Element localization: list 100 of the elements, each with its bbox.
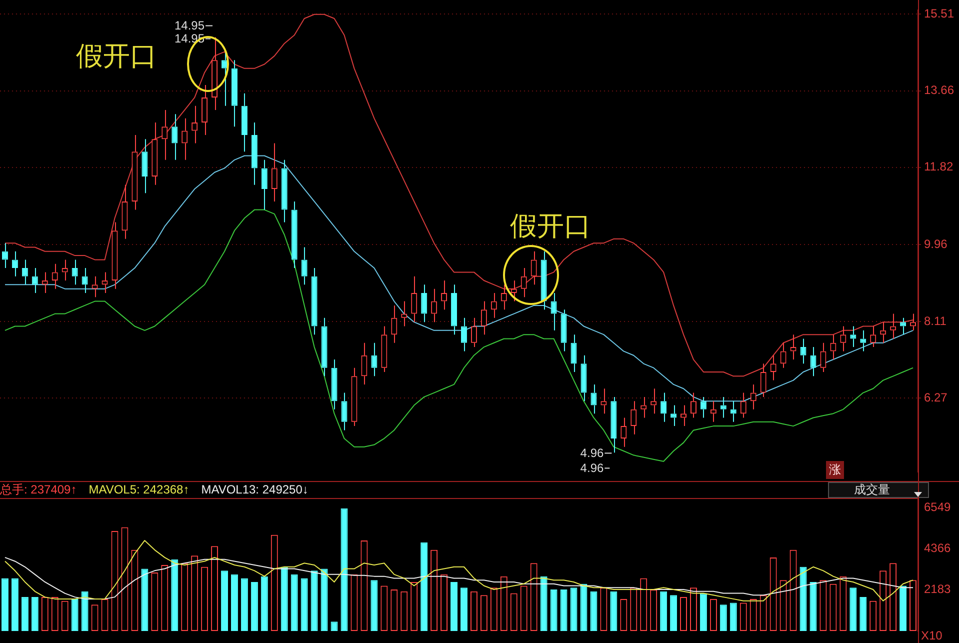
- y-axis-title: X10: [921, 628, 943, 642]
- bar: [310, 570, 318, 631]
- bar: [850, 588, 857, 631]
- candlestick: [321, 317, 328, 377]
- candlestick: [381, 326, 388, 372]
- candlestick: [800, 338, 806, 364]
- annotation: 假开口: [76, 41, 157, 72]
- candlestick: [620, 417, 627, 448]
- bar: [240, 578, 248, 631]
- candlestick: [520, 268, 527, 298]
- candlestick: [281, 159, 288, 223]
- candlestick: [331, 359, 338, 410]
- bar: [171, 559, 178, 631]
- candlestick: [132, 134, 138, 210]
- candlestick: [152, 122, 158, 186]
- bar: [290, 574, 298, 631]
- candlestick: [660, 392, 667, 422]
- text: MAVOL13: 249250↓: [201, 482, 308, 496]
- candlestick: [231, 60, 238, 128]
- y-tick-label: 6.27: [924, 390, 948, 405]
- candlestick: [421, 284, 428, 323]
- candlestick: [391, 304, 398, 344]
- bar: [370, 580, 378, 631]
- text: MAVOL5: 242368↑: [88, 482, 190, 496]
- bar: [71, 598, 78, 631]
- bar: [221, 570, 228, 631]
- bar: [450, 582, 458, 631]
- candlestick: [530, 250, 537, 286]
- annotation: 4.96: [580, 446, 604, 460]
- candlestick: [311, 268, 318, 336]
- bar: [570, 588, 578, 631]
- bar: [810, 582, 817, 631]
- candlestick: [690, 392, 696, 418]
- bar: [250, 582, 258, 631]
- candlestick: [202, 84, 208, 136]
- candlestick: [351, 367, 358, 427]
- candlestick: [740, 392, 746, 418]
- candlestick: [880, 322, 886, 344]
- candlestick: [411, 276, 418, 323]
- bar: [260, 576, 268, 631]
- y-tick-label: 6549: [924, 500, 952, 514]
- bar: [900, 586, 907, 631]
- candlestick: [630, 400, 637, 435]
- candlestick: [460, 317, 467, 352]
- candlestick: [451, 284, 458, 336]
- bar: [730, 602, 737, 631]
- y-tick-label: 9.96: [924, 237, 948, 252]
- bar: [700, 593, 707, 631]
- candlestick: [780, 342, 786, 368]
- candlestick: [590, 384, 597, 414]
- bar: [1, 578, 8, 631]
- bar: [540, 576, 548, 631]
- candlestick: [730, 400, 736, 422]
- annotation: 4.96: [580, 460, 604, 475]
- bar: [550, 590, 558, 631]
- bar: [660, 591, 668, 631]
- candlestick: [720, 396, 726, 418]
- candlestick: [241, 92, 248, 152]
- candlestick: [271, 142, 278, 202]
- bar: [460, 588, 468, 631]
- candlestick: [301, 246, 308, 286]
- candlestick: [860, 330, 866, 352]
- candlestick: [92, 276, 98, 298]
- candlestick: [162, 110, 168, 160]
- bar: [560, 590, 568, 631]
- candlestick: [560, 309, 567, 352]
- candlestick: [650, 388, 657, 414]
- candlestick: [470, 317, 477, 348]
- candlestick: [291, 200, 298, 269]
- candlestick: [361, 342, 368, 385]
- bar: [860, 597, 867, 631]
- bar: [720, 604, 727, 631]
- candlestick: [550, 292, 557, 331]
- candlestick: [401, 300, 408, 327]
- bar: [590, 591, 598, 631]
- candlestick: [640, 396, 647, 418]
- bar: [11, 578, 18, 631]
- y-tick-label: 13.66: [924, 83, 954, 98]
- candlestick: [82, 268, 88, 294]
- text: 总手: 237409↑: [0, 482, 77, 496]
- bar: [610, 591, 618, 631]
- candlestick: [122, 184, 128, 240]
- candlestick: [900, 317, 906, 336]
- bar: [420, 542, 428, 631]
- annotation: 涨: [829, 462, 841, 476]
- y-tick-label: 15.51: [924, 6, 954, 20]
- candlestick: [820, 342, 826, 372]
- bar: [230, 574, 238, 631]
- candlestick: [670, 404, 677, 427]
- candlestick: [610, 396, 617, 454]
- bar: [280, 566, 288, 631]
- bar: [300, 578, 308, 631]
- bar: [320, 568, 328, 631]
- candlestick: [371, 342, 378, 377]
- candlestick: [261, 159, 268, 210]
- candlestick: [580, 354, 587, 402]
- candlestick: [251, 122, 258, 186]
- candlestick: [431, 288, 438, 323]
- candlestick: [810, 346, 816, 377]
- bar: [81, 591, 88, 631]
